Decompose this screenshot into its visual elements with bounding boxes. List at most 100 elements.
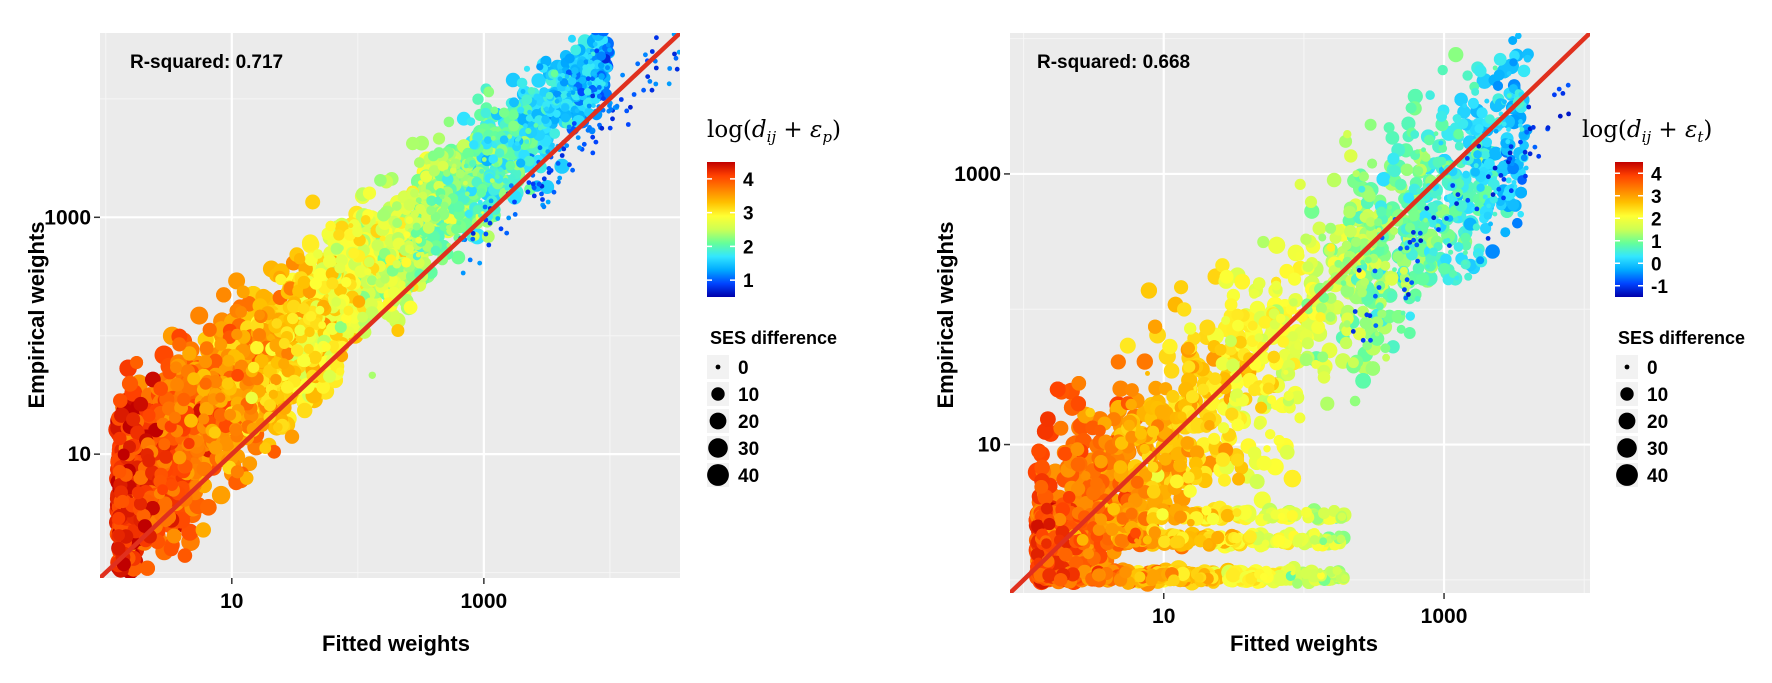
left-point bbox=[476, 188, 487, 198]
left-point bbox=[139, 560, 155, 576]
left-point bbox=[572, 86, 578, 92]
left-point bbox=[391, 324, 405, 337]
left-point bbox=[291, 344, 304, 357]
left-point bbox=[427, 230, 440, 244]
right-point bbox=[1326, 172, 1342, 188]
left-point bbox=[464, 191, 470, 197]
left-point bbox=[333, 229, 345, 241]
left-point bbox=[130, 356, 144, 369]
left-point bbox=[432, 132, 446, 145]
left-point bbox=[472, 205, 482, 215]
right-point bbox=[1485, 244, 1500, 259]
left-point bbox=[309, 277, 322, 290]
right-point bbox=[1094, 455, 1108, 469]
left-point bbox=[498, 167, 503, 172]
left-point bbox=[392, 218, 403, 228]
left-point bbox=[231, 328, 243, 340]
left-point bbox=[631, 92, 637, 97]
left-point bbox=[113, 431, 127, 446]
left-point bbox=[653, 81, 659, 87]
left-point bbox=[673, 55, 679, 61]
left-point bbox=[273, 422, 283, 433]
left-point bbox=[597, 62, 605, 69]
left-point bbox=[483, 231, 489, 237]
left-x-tick-label: 10 bbox=[220, 590, 243, 613]
left-point bbox=[605, 65, 610, 71]
left-point bbox=[336, 367, 345, 376]
left-point bbox=[298, 302, 310, 315]
right-point bbox=[1215, 356, 1230, 371]
left-point bbox=[628, 104, 633, 110]
left-point bbox=[597, 15, 607, 25]
left-point bbox=[133, 470, 149, 485]
left-point bbox=[337, 244, 344, 252]
left-point bbox=[327, 340, 340, 352]
right-point bbox=[1401, 116, 1416, 131]
left-point bbox=[635, 61, 641, 67]
left-point bbox=[512, 212, 518, 217]
left-point bbox=[231, 369, 244, 382]
left-point bbox=[537, 145, 543, 151]
left-point bbox=[561, 146, 567, 152]
left-point bbox=[275, 274, 287, 285]
left-size-legend-label: 20 bbox=[738, 412, 759, 433]
left-plot-area bbox=[100, 15, 680, 578]
left-y-tick-label: 10 bbox=[68, 443, 91, 466]
left-point bbox=[158, 438, 171, 451]
left-point bbox=[599, 125, 605, 131]
left-point bbox=[268, 389, 278, 399]
right-point bbox=[1211, 530, 1225, 545]
left-point bbox=[550, 69, 559, 78]
left-point bbox=[111, 541, 126, 556]
left-point bbox=[357, 311, 368, 323]
left-point bbox=[494, 174, 500, 180]
left-point bbox=[365, 306, 379, 320]
left-point bbox=[418, 191, 428, 200]
left-point bbox=[586, 103, 592, 109]
left-point bbox=[507, 134, 513, 139]
left-point bbox=[426, 205, 436, 216]
left-point bbox=[281, 347, 295, 361]
left-point bbox=[443, 169, 451, 177]
left-point bbox=[559, 153, 565, 158]
left-x-axis-label: Fitted weights bbox=[322, 631, 470, 656]
left-point bbox=[287, 299, 301, 314]
left-point bbox=[509, 97, 519, 108]
right-point bbox=[1057, 446, 1073, 461]
left-point bbox=[551, 189, 557, 195]
left-point bbox=[527, 87, 536, 95]
left-point bbox=[608, 107, 614, 112]
left-point bbox=[525, 189, 531, 195]
left-point bbox=[545, 149, 551, 154]
left-point bbox=[504, 185, 510, 191]
left-point bbox=[514, 141, 520, 146]
right-point bbox=[1180, 436, 1195, 450]
left-point bbox=[343, 305, 354, 316]
left-point bbox=[527, 109, 532, 115]
left-point bbox=[508, 183, 514, 189]
left-point bbox=[601, 81, 606, 87]
left-point bbox=[126, 412, 141, 427]
left-point bbox=[577, 87, 586, 97]
left-point bbox=[131, 486, 145, 500]
left-point bbox=[247, 361, 260, 374]
left-point bbox=[540, 55, 552, 67]
left-point bbox=[542, 149, 547, 155]
left-point bbox=[451, 250, 466, 265]
left-point bbox=[112, 464, 127, 479]
left-point bbox=[388, 286, 400, 299]
left-point bbox=[341, 277, 352, 288]
left-point bbox=[523, 155, 535, 167]
left-size-legend-dot bbox=[708, 438, 728, 458]
right-point bbox=[1054, 573, 1068, 587]
right-point bbox=[1376, 172, 1391, 187]
left-point bbox=[596, 51, 606, 61]
left-point bbox=[316, 380, 330, 394]
left-point bbox=[674, 66, 680, 72]
left-point bbox=[112, 511, 126, 525]
left-point bbox=[410, 210, 419, 219]
left-point bbox=[554, 98, 560, 104]
left-point bbox=[570, 44, 582, 56]
left-point bbox=[533, 93, 541, 101]
